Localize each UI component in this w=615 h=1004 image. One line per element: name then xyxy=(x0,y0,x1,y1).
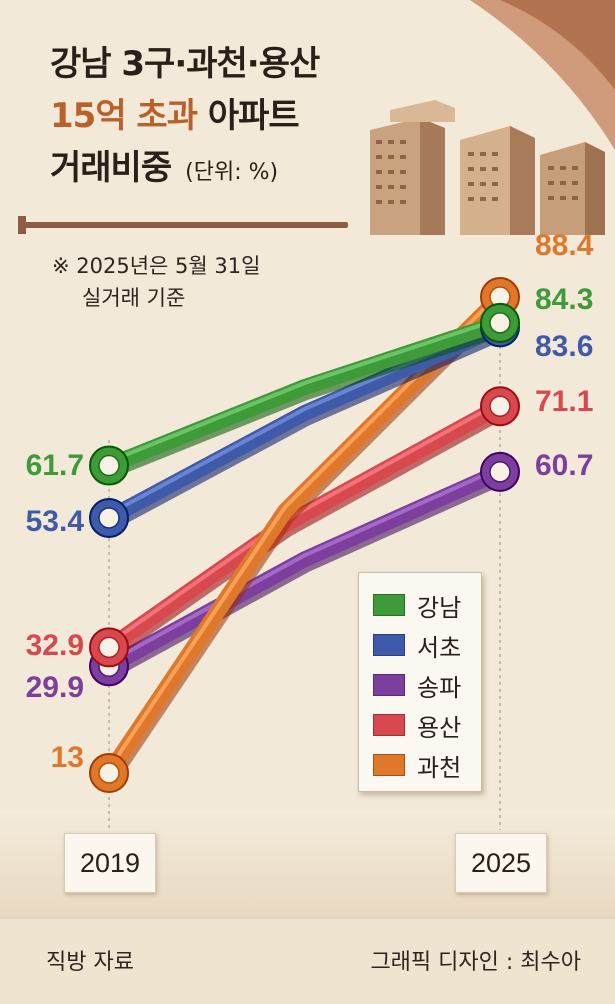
point-gwacheon-2019 xyxy=(89,753,129,793)
line-highlight-songpa xyxy=(108,466,501,665)
value-label-gangnam-2025: 84.3 xyxy=(535,283,594,316)
legend-label-songpa: 송파 xyxy=(417,673,462,702)
chart-title-line2: 15억 초과 아파트 xyxy=(50,94,300,138)
legend-swatch-seocho xyxy=(373,634,405,656)
value-label-yongsan-2025: 71.1 xyxy=(535,385,594,418)
x-tick-2025: 2025 xyxy=(455,833,547,893)
series-lines xyxy=(100,289,511,786)
value-label-seocho-2019: 53.4 xyxy=(25,505,84,538)
legend-item-songpa: 송파 xyxy=(373,669,462,702)
chart-title-line1: 강남 3구·과천·용산 xyxy=(50,44,320,84)
apartment-buildings-illustration xyxy=(370,100,605,235)
value-label-gangnam-2019: 61.7 xyxy=(25,449,84,482)
marker-core-seocho-2019 xyxy=(98,507,120,529)
chart-title-rest: 아파트 xyxy=(207,96,300,136)
value-label-songpa-2019: 29.9 xyxy=(25,671,84,704)
source-label: 직방 자료 xyxy=(46,950,134,975)
unit-label: (단위: %) xyxy=(185,160,279,185)
point-yongsan-2025 xyxy=(480,386,520,427)
point-yongsan-2019 xyxy=(89,627,129,668)
legend-swatch-gangnam xyxy=(373,594,405,616)
value-label-yongsan-2019: 32.9 xyxy=(25,629,84,662)
legend-label-yongsan: 용산 xyxy=(417,713,462,742)
value-label-gwacheon-2019: 13 xyxy=(50,741,84,774)
series-line-gangnam xyxy=(101,314,508,474)
date-note-line2: 실거래 기준 xyxy=(82,286,186,310)
value-label-songpa-2025: 60.7 xyxy=(535,449,594,482)
legend-swatch-yongsan xyxy=(373,714,405,736)
legend-swatch-gwacheon xyxy=(373,754,405,776)
chart-title-line3: 거래비중 (단위: %) xyxy=(50,146,278,195)
chart-title-accent: 15억 초과 xyxy=(50,96,198,136)
marker-core-songpa-2025 xyxy=(489,461,511,483)
marker-core-gwacheon-2019 xyxy=(98,762,120,784)
value-label-seocho-2025: 83.6 xyxy=(535,330,594,363)
legend-item-seocho: 서초 xyxy=(373,629,462,662)
legend-item-gwacheon: 과천 xyxy=(373,749,462,782)
legend-item-gangnam: 강남 xyxy=(373,589,462,622)
marker-core-gangnam-2025 xyxy=(489,312,511,334)
point-songpa-2025 xyxy=(480,451,520,492)
legend-item-yongsan: 용산 xyxy=(373,709,462,742)
series-points xyxy=(89,277,520,793)
legend-label-gangnam: 강남 xyxy=(417,593,462,622)
legend-label-gwacheon: 과천 xyxy=(417,753,462,782)
point-gangnam-2019 xyxy=(89,445,129,486)
series-line-songpa xyxy=(101,463,508,675)
graphic-credit: 그래픽 디자인 : 최수아 xyxy=(370,950,581,975)
line-highlight-gangnam xyxy=(108,316,501,464)
x-tick-2019: 2019 xyxy=(64,833,156,893)
date-note: ※ 2025년은 5월 31일 실거래 기준 xyxy=(52,250,260,314)
point-seocho-2019 xyxy=(89,497,129,538)
legend-swatch-songpa xyxy=(373,674,405,696)
marker-core-yongsan-2019 xyxy=(98,636,120,659)
marker-core-gangnam-2019 xyxy=(98,454,120,477)
value-label-gwacheon-2025: 88.4 xyxy=(535,229,594,262)
date-note-line1: ※ 2025년은 5월 31일 xyxy=(52,254,261,278)
legend-label-seocho: 서초 xyxy=(417,633,462,662)
chart-title-subject: 거래비중 xyxy=(50,148,172,188)
point-gangnam-2025 xyxy=(480,302,520,343)
marker-core-yongsan-2025 xyxy=(489,395,511,417)
legend: 강남 서초 송파 용산 과천 xyxy=(358,572,482,792)
